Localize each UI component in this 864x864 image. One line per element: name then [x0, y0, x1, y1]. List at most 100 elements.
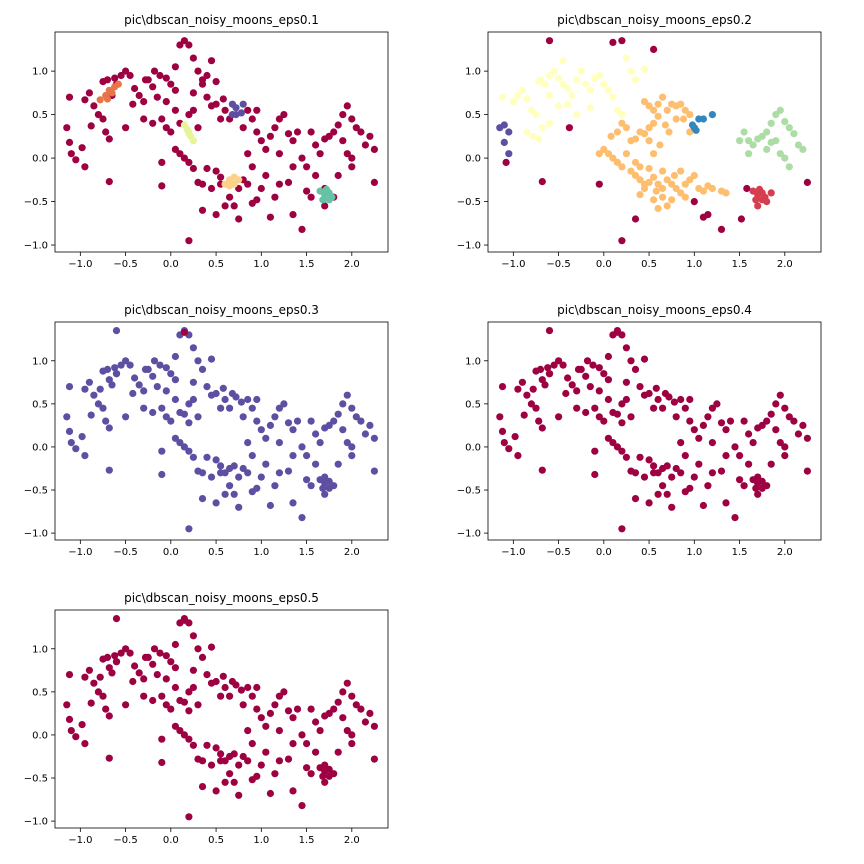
scatter-point: [785, 163, 793, 171]
scatter-point: [699, 421, 708, 429]
scatter-point: [752, 196, 760, 204]
scatter-point: [253, 395, 261, 404]
scatter-point: [772, 111, 780, 119]
scatter-point: [668, 196, 676, 204]
scatter-point: [555, 74, 563, 82]
scatter-point: [631, 76, 640, 84]
scatter-point: [343, 150, 351, 158]
scatter-point: [704, 482, 712, 490]
scatter-point: [171, 376, 179, 384]
scatter-point: [126, 71, 134, 80]
y-tick-label: −0.5: [24, 197, 48, 208]
scatter-point: [312, 141, 320, 149]
scatter-points: [63, 615, 378, 821]
scatter-point: [94, 111, 102, 119]
scatter-point: [538, 424, 546, 432]
scatter-point: [235, 176, 243, 184]
scatter-point: [180, 616, 188, 624]
scatter-point: [654, 112, 662, 120]
scatter-point: [176, 439, 184, 447]
scatter-point: [523, 95, 531, 103]
scatter-point: [280, 111, 288, 119]
scatter-point: [156, 649, 164, 657]
scatter-point: [595, 413, 603, 421]
y-tick-label: 0.0: [32, 730, 48, 741]
scatter-point: [65, 93, 74, 101]
scatter-point: [645, 164, 653, 173]
scatter-point: [221, 757, 229, 765]
scatter-point: [271, 193, 279, 201]
scatter-point: [348, 740, 356, 748]
scatter-point: [708, 184, 717, 193]
x-tick-label: 1.0: [253, 547, 269, 558]
x-tick-label: 0.5: [641, 259, 657, 270]
scatter-point: [117, 649, 125, 657]
scatter-point: [235, 791, 243, 799]
scatter-point: [85, 666, 93, 674]
scatter-point: [262, 434, 270, 442]
scatter-point: [226, 770, 234, 778]
x-tick-label: 2.0: [777, 547, 793, 558]
scatter-point: [149, 372, 157, 380]
x-tick-label: −1.0: [501, 547, 525, 558]
scatter-point: [699, 115, 708, 123]
scatter-point: [189, 344, 197, 352]
scatter-point: [275, 727, 283, 735]
scatter-point: [217, 692, 225, 700]
scatter-point: [185, 128, 193, 136]
scatter-point: [221, 106, 229, 114]
scatter-point: [622, 378, 631, 386]
scatter-point: [650, 106, 658, 114]
scatter-point: [262, 145, 270, 153]
scatter-point: [81, 163, 89, 171]
scatter-point: [72, 733, 80, 741]
scatter-point: [171, 683, 179, 692]
x-tick-label: 1.5: [299, 259, 315, 270]
scatter-point: [185, 813, 193, 821]
scatter-point: [736, 476, 744, 484]
scatter-point: [803, 178, 812, 186]
scatter-point: [595, 71, 603, 80]
scatter-point: [609, 154, 617, 162]
x-tick-label: 0.5: [208, 835, 224, 846]
y-tick-label: 0.0: [465, 154, 481, 165]
scatter-point: [171, 640, 179, 649]
scatter-point: [498, 93, 507, 101]
scatter-point: [745, 137, 753, 145]
scatter-point: [171, 86, 179, 94]
scatter-point: [244, 150, 252, 158]
y-tick-label: −1.0: [24, 241, 48, 252]
scatter-point: [217, 462, 225, 470]
scatter-point: [604, 395, 613, 404]
scatter-point: [266, 709, 274, 718]
scatter-point: [659, 184, 667, 193]
scatter-point: [153, 383, 161, 391]
scatter-point: [781, 443, 789, 451]
scatter-point: [544, 364, 552, 372]
scatter-point: [690, 473, 698, 481]
scatter-point: [126, 649, 134, 657]
scatter-point: [244, 757, 252, 765]
scatter-point: [289, 787, 297, 795]
scatter-point: [140, 387, 148, 395]
scatter-point: [289, 137, 297, 145]
scatter-point: [758, 477, 766, 485]
scatter-point: [343, 679, 351, 687]
scatter-point: [289, 163, 297, 171]
scatter-point: [754, 202, 762, 210]
x-tick-label: 0.0: [163, 547, 179, 558]
scatter-point: [149, 408, 157, 417]
scatter-point: [198, 80, 207, 88]
scatter-point: [316, 150, 324, 158]
scatter-point: [745, 430, 753, 438]
scatter-point: [607, 132, 615, 140]
subplot-5: pic\dbscan_noisy_moons_eps0.5 −1.0 −0.5 0.0…: [24, 591, 389, 846]
scatter-point: [180, 154, 188, 162]
scatter-point: [752, 484, 760, 492]
scatter-point: [150, 645, 159, 653]
scatter-point: [776, 439, 784, 447]
scatter-point: [609, 439, 617, 447]
scatter-point: [289, 211, 297, 219]
scatter-point: [298, 443, 306, 451]
scatter-point: [627, 67, 635, 75]
